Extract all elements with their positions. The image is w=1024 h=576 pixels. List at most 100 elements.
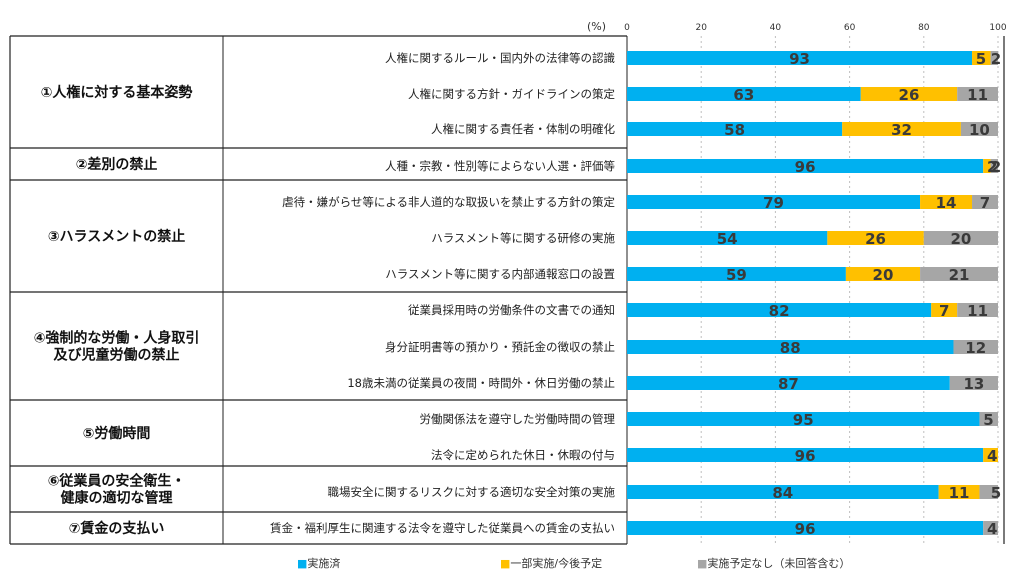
value-label: 26 [865, 230, 886, 248]
legend-swatch: ■ [697, 557, 707, 570]
category-label: 及び児童労働の禁止 [54, 347, 180, 364]
value-label: 32 [891, 121, 912, 139]
item-label: 人権に関するルール・国内外の法律等の認識 [385, 51, 615, 65]
value-label: 5 [983, 411, 993, 429]
bar-segment [931, 303, 958, 317]
item-label: 人権に関する責任者・体制の明確化 [431, 122, 615, 136]
bar-segment [627, 376, 950, 390]
x-tick-label: 40 [770, 23, 782, 33]
value-label: 63 [733, 86, 754, 104]
category-label: ④強制的な労働・人身取引 [34, 330, 200, 347]
value-label: 11 [949, 484, 970, 502]
bar-segment [960, 122, 998, 136]
value-label: 21 [949, 266, 970, 284]
value-label: 20 [950, 230, 971, 248]
bar-segment [627, 122, 843, 136]
bar-segment [627, 87, 861, 101]
value-label: 2 [991, 158, 1001, 176]
legend-label: 実施済 [307, 556, 340, 570]
value-label: 26 [899, 86, 920, 104]
x-tick-label: 100 [989, 23, 1006, 33]
x-tick-label: 80 [918, 23, 930, 33]
value-label: 5 [976, 50, 986, 68]
value-label: 13 [963, 375, 984, 393]
value-label: 96 [795, 447, 816, 465]
bar-segment [627, 51, 973, 65]
value-label: 14 [936, 194, 957, 212]
legend-entry: ■実施予定なし（未回答含む） [697, 556, 850, 570]
bar-segment [627, 159, 984, 173]
legend-entry: ■実施済 [297, 556, 340, 570]
value-label: 59 [726, 266, 747, 284]
item-label: 賃金・福利厚生に関連する法令を遵守した従業員への賃金の支払い [270, 521, 615, 535]
bar-segment [920, 195, 973, 209]
bar-segment [627, 412, 980, 426]
bar-segment [627, 195, 921, 209]
bar-segment [627, 267, 846, 281]
legend-label: 実施予定なし（未回答含む） [707, 556, 850, 570]
category-label: ⑤労働時間 [83, 425, 151, 442]
item-label: 18歳未満の従業員の夜間・時間外・休日労働の禁止 [347, 376, 615, 390]
bar-segment [983, 521, 998, 535]
bar-segment [627, 521, 984, 535]
bar-segment [983, 159, 991, 173]
item-label: 労働関係法を遵守した労働時間の管理 [420, 412, 616, 426]
item-label: ハラスメント等に関する内部通報窓口の設置 [385, 267, 615, 281]
category-label: ①人権に対する基本姿勢 [41, 84, 193, 101]
bar-segment [627, 448, 984, 462]
category-label: ⑦賃金の支払い [69, 520, 165, 537]
bar-segment [990, 51, 998, 65]
bar-segment [938, 485, 980, 499]
bar-segment [627, 340, 954, 354]
bar-segment [979, 485, 998, 499]
value-label: 93 [789, 50, 810, 68]
bar-segment [923, 231, 998, 245]
bar-segment [949, 376, 998, 390]
value-label: 7 [939, 302, 949, 320]
item-label: ハラスメント等に関する研修の実施 [431, 231, 615, 245]
legend-label: 一部実施/今後予定 [510, 556, 602, 570]
value-label: 7 [980, 194, 990, 212]
value-label: 20 [873, 266, 894, 284]
value-label: 11 [967, 302, 988, 320]
unit-label: (%) [587, 20, 606, 33]
bar-segment [845, 267, 921, 281]
value-label: 4 [987, 447, 997, 465]
bar-segment [627, 231, 828, 245]
category-label: ⑥従業員の安全衛生・ [48, 473, 186, 490]
value-label: 11 [967, 86, 988, 104]
category-label: 健康の適切な管理 [61, 490, 173, 507]
value-label: 10 [969, 121, 990, 139]
item-label: 虐待・嫌がらせ等による非人道的な取扱いを禁止する方針の策定 [282, 195, 615, 209]
item-label: 身分証明書等の預かり・預託金の徴収の禁止 [385, 340, 615, 354]
bar-segment [972, 51, 991, 65]
value-label: 58 [724, 121, 745, 139]
value-label: 2 [991, 50, 1001, 68]
x-tick-label: 60 [844, 23, 856, 33]
bar-segment [953, 340, 998, 354]
bar-segment [979, 412, 998, 426]
bar-segment [983, 448, 998, 462]
item-label: 人権に関する方針・ガイドラインの策定 [408, 87, 615, 101]
bar-segment [627, 303, 932, 317]
item-label: 人種・宗教・性別等によらない人選・評価等 [385, 159, 615, 173]
value-label: 96 [795, 520, 816, 538]
value-label: 79 [763, 194, 784, 212]
value-label: 54 [717, 230, 738, 248]
value-label: 96 [795, 158, 816, 176]
legend-entry: ■一部実施/今後予定 [500, 556, 602, 570]
bar-segment [957, 303, 998, 317]
value-label: 12 [965, 339, 986, 357]
x-tick-label: 0 [624, 23, 630, 33]
bar-segment [920, 267, 998, 281]
bar-segment [627, 485, 939, 499]
bar-segment [972, 195, 998, 209]
item-label: 法令に定められた休日・休暇の付与 [431, 448, 615, 462]
item-label: 職場安全に関するリスクに対する適切な安全対策の実施 [328, 485, 616, 499]
bar-segment [827, 231, 924, 245]
legend-swatch: ■ [297, 557, 307, 570]
category-label: ②差別の禁止 [76, 156, 158, 173]
category-label: ③ハラスメントの禁止 [48, 228, 186, 245]
legend-swatch: ■ [500, 557, 510, 570]
